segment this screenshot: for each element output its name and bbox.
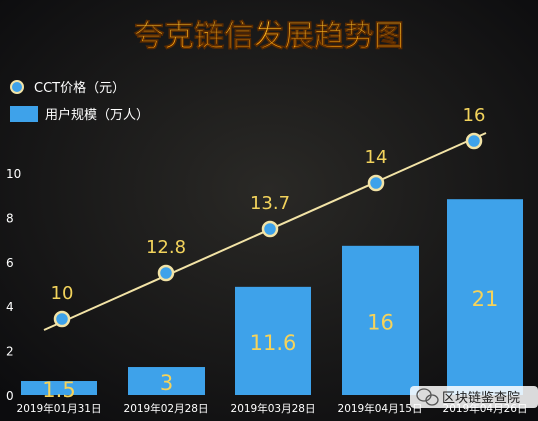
bar [235, 286, 311, 395]
legend-line-marker [10, 80, 24, 94]
y-tick-label: 8 [6, 211, 14, 225]
bar [21, 381, 97, 395]
y-tick-label: 6 [6, 256, 14, 270]
price-point [261, 220, 279, 238]
bar-series: 1.5 3 11.6 16 21 [21, 199, 523, 402]
x-tick-label: 2019年04月15日 [338, 402, 423, 415]
x-tick-label: 2019年02月28日 [124, 402, 209, 415]
legend-bar-swatch [10, 106, 38, 122]
bar-value-label: 16 [367, 310, 394, 334]
x-tick-label: 2019年03月28日 [231, 402, 316, 415]
price-point [367, 174, 385, 192]
price-value-label: 12.8 [146, 237, 186, 258]
watermark-text: 区块链鉴查院 [442, 391, 520, 406]
y-tick-label: 10 [6, 167, 21, 181]
price-point [465, 132, 483, 150]
legend-bar-label: 用户规模（万人） [45, 107, 149, 123]
bar [128, 367, 205, 395]
price-point [157, 264, 175, 282]
bar [447, 199, 523, 395]
bar [342, 245, 419, 395]
chart-title: 夸克链信发展趋势图 [134, 19, 404, 54]
price-value-label: 10 [51, 283, 74, 304]
legend-line-label: CCT价格（元） [34, 80, 125, 96]
y-tick-label: 0 [6, 389, 14, 403]
y-tick-label: 4 [6, 300, 14, 314]
price-point [53, 310, 71, 328]
legend: CCT价格（元） 用户规模（万人） [10, 80, 149, 123]
price-value-label: 16 [463, 105, 486, 126]
x-tick-label: 2019年01月31日 [17, 402, 102, 415]
wechat-icon [416, 388, 439, 406]
watermark-background [410, 386, 538, 408]
y-tick-label: 2 [6, 345, 14, 359]
bar-value-label: 1.5 [42, 378, 75, 402]
price-value-label: 14 [365, 147, 388, 168]
bar-value-label: 11.6 [250, 331, 297, 355]
line-series: 10 12.8 13.7 14 16 [43, 105, 487, 331]
price-value-label: 13.7 [250, 193, 290, 214]
bar-value-label: 3 [160, 371, 173, 395]
y-axis: 0 2 4 6 8 10 [6, 167, 21, 403]
watermark: 区块链鉴查院 [410, 386, 538, 408]
bar-value-label: 21 [472, 287, 499, 311]
